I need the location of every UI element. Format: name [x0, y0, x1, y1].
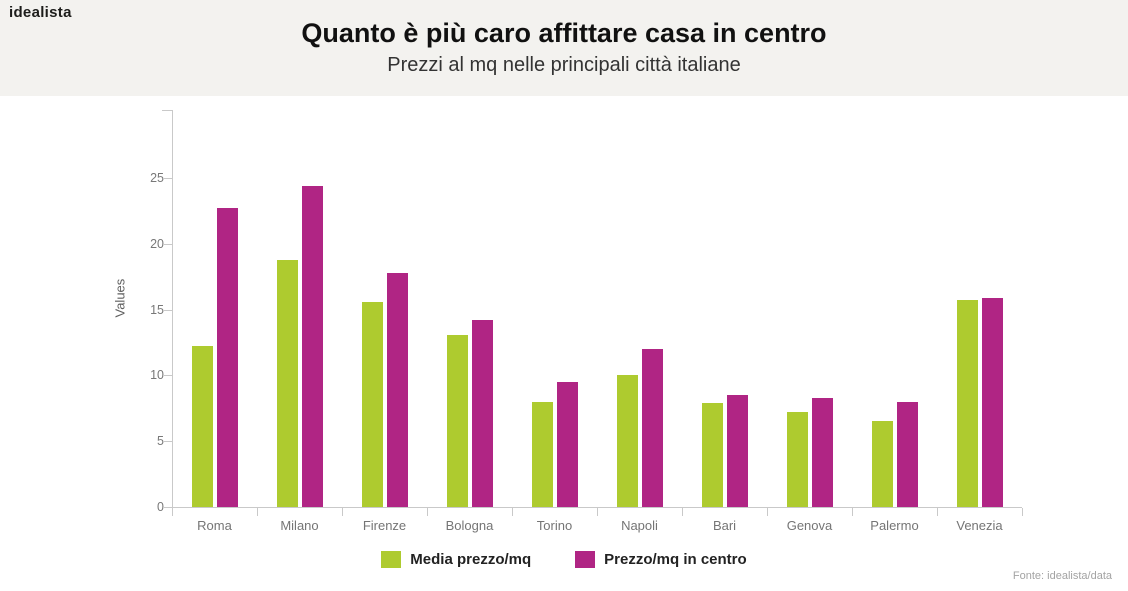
y-tick-label-25: 25 [150, 171, 164, 185]
y-tick-mark-15 [164, 309, 172, 311]
legend-swatch-media [381, 551, 402, 568]
x-tick-mark [767, 508, 768, 516]
bar-venezia-centro [981, 297, 1003, 507]
x-tick-mark [682, 508, 683, 516]
x-category-label-roma: Roma [197, 518, 232, 533]
chart-title: Quanto è più caro affittare casa in cent… [301, 18, 827, 48]
x-category-label-torino: Torino [536, 518, 573, 533]
y-tick-label-5: 5 [157, 434, 164, 449]
x-tick-mark [1022, 508, 1023, 516]
legend-label-media: Media prezzo/mq [410, 551, 532, 568]
bar-milano-media [276, 259, 298, 507]
legend-swatch-centro [575, 551, 596, 568]
bar-palermo-centro [896, 401, 918, 507]
y-tick-mark-20 [164, 243, 172, 245]
x-tick-mark [597, 508, 598, 516]
y-tick-label-20: 20 [150, 236, 164, 251]
bar-firenze-media [361, 301, 383, 507]
bar-roma-media [191, 346, 213, 507]
bar-genova-media [786, 412, 808, 507]
bar-firenze-centro [386, 272, 408, 507]
y-tick-mark-10 [164, 375, 172, 377]
y-axis-line [172, 110, 173, 507]
bar-torino-centro [556, 381, 578, 507]
x-category-label-genova: Genova [786, 518, 833, 533]
chart-subtitle: Prezzi al mq nelle principali città ital… [387, 54, 741, 76]
bar-genova-centro [811, 397, 833, 507]
bar-venezia-media [956, 300, 978, 507]
bar-napoli-centro [641, 349, 663, 507]
legend: Media prezzo/mq Prezzo/mq in centro [0, 551, 1128, 568]
y-tick-mark-25 [164, 178, 172, 179]
y-tick-label-15: 15 [150, 302, 164, 317]
x-tick-mark [852, 508, 853, 516]
y-tick-mark-0 [164, 507, 172, 508]
bar-milano-centro [301, 185, 323, 507]
bar-bari-centro [726, 395, 748, 507]
x-category-label-venezia: Venezia [956, 518, 1003, 533]
bar-palermo-media [871, 421, 893, 507]
bar-roma-centro [216, 208, 238, 507]
x-category-label-firenze: Firenze [362, 518, 407, 533]
x-tick-mark [937, 508, 938, 516]
x-tick-mark [342, 508, 343, 516]
x-category-label-bari: Bari [712, 518, 737, 533]
x-axis-line [172, 507, 1022, 508]
bar-bari-media [701, 403, 723, 507]
x-category-label-napoli: Napoli [621, 518, 658, 533]
legend-item-media: Media prezzo/mq [381, 551, 531, 568]
x-category-label-milano: Milano [280, 518, 319, 533]
x-tick-mark [257, 508, 258, 516]
idealista-logo: idealista [9, 4, 72, 21]
legend-label-centro: Prezzo/mq in centro [604, 551, 747, 568]
x-tick-mark [427, 508, 428, 516]
x-category-label-palermo: Palermo [870, 518, 919, 533]
bar-napoli-media [616, 375, 638, 507]
legend-item-centro: Prezzo/mq in centro [575, 551, 747, 568]
bar-bologna-media [446, 334, 468, 507]
y-axis-top-tick [162, 110, 172, 111]
y-tick-mark-5 [164, 441, 172, 443]
y-tick-label-10: 10 [150, 368, 164, 383]
bar-chart-plot-area: 0 5 10 15 20 25 Roma Milano Firenze Bologna Torin… [150, 110, 1023, 533]
x-tick-mark [172, 508, 173, 516]
x-category-label-bologna: Bologna [445, 518, 494, 533]
header-band: idealista Quanto è più caro affittare ca… [0, 0, 1128, 96]
source-credit: Fonte: idealista/data [1012, 570, 1112, 582]
bar-torino-media [531, 401, 553, 507]
y-tick-label-0: 0 [157, 500, 164, 514]
x-tick-mark [512, 508, 513, 516]
bar-bologna-centro [471, 320, 493, 507]
